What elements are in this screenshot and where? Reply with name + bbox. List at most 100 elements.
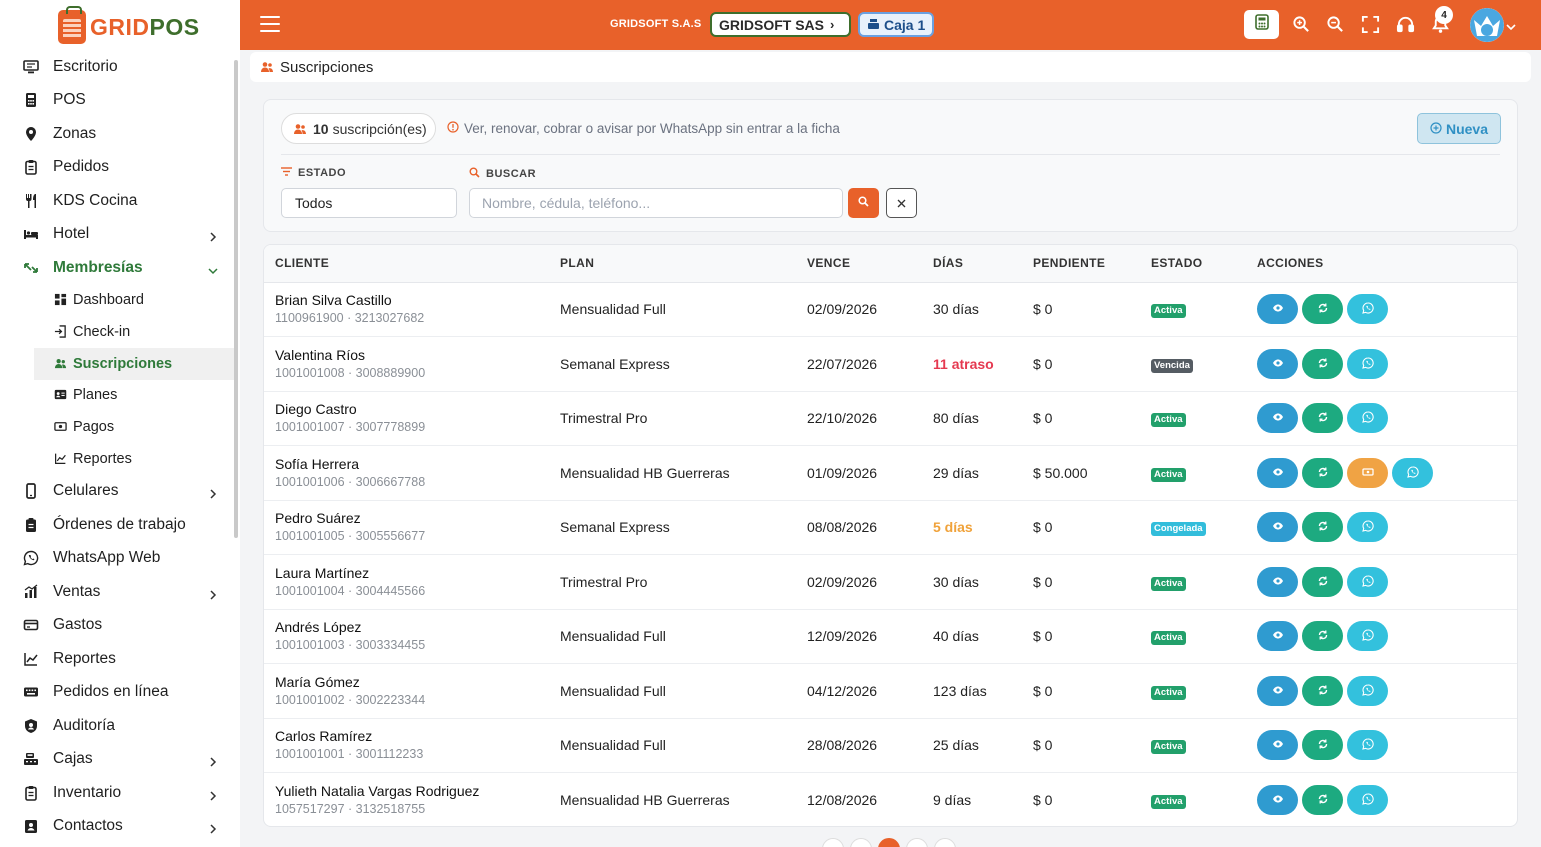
- sidebar-subitem-check-in[interactable]: Check-in: [0, 316, 236, 348]
- company-switch-button[interactable]: GRIDSOFT SAS ›: [710, 12, 851, 37]
- sidebar-item-membresias[interactable]: Membresías: [0, 251, 236, 285]
- whatsapp-button[interactable]: [1347, 621, 1388, 652]
- new-subscription-button[interactable]: Nueva: [1417, 113, 1501, 144]
- sidebar-subitem-suscripciones[interactable]: Suscripciones: [34, 347, 236, 380]
- whatsapp-button[interactable]: [1392, 457, 1433, 488]
- sidebar-item-hotel[interactable]: Hotel: [0, 218, 236, 252]
- view-button[interactable]: [1257, 294, 1298, 325]
- renew-button[interactable]: [1302, 730, 1343, 761]
- filter-icon: [281, 167, 292, 179]
- client-id-phone: 1100961900 · 3213027682: [275, 311, 425, 326]
- whatsapp-button[interactable]: [1347, 784, 1388, 815]
- renew-button[interactable]: [1302, 512, 1343, 543]
- sidebar-item-celulares[interactable]: Celulares: [0, 475, 236, 509]
- whatsapp-button[interactable]: [1347, 566, 1388, 597]
- cell-cliente: Brian Silva Castillo 1100961900 · 3213027…: [264, 282, 560, 337]
- filters-card: 10 suscripción(es) Ver, renovar, cobrar …: [263, 99, 1518, 232]
- header-estado[interactable]: ESTADO: [1151, 245, 1257, 283]
- sidebar: GRIDPOS Escritorio POS Zonas Pedidos KDS Coc…: [0, 0, 240, 847]
- arrows-icon: [22, 259, 40, 277]
- estado-select[interactable]: Todos: [281, 188, 457, 218]
- view-button[interactable]: [1257, 348, 1298, 379]
- sidebar-item-pedidos[interactable]: Pedidos: [0, 151, 236, 185]
- sidebar-item-whatsapp-web[interactable]: WhatsApp Web: [0, 542, 236, 576]
- cell-vence: 12/09/2026: [807, 628, 878, 645]
- sidebar-item-inventario[interactable]: Inventario: [0, 776, 236, 810]
- renew-button[interactable]: [1302, 403, 1343, 434]
- zoom-out-icon[interactable]: [1324, 13, 1346, 35]
- page-next-button[interactable]: [906, 838, 928, 847]
- user-avatar[interactable]: [1470, 8, 1504, 42]
- renew-button[interactable]: [1302, 675, 1343, 706]
- hint-label: Ver, renovar, cobrar o avisar por WhatsA…: [464, 121, 840, 136]
- renew-button[interactable]: [1302, 566, 1343, 597]
- status-badge: Activa: [1151, 794, 1186, 809]
- sidebar-item-ordenes-de-trabajo[interactable]: Órdenes de trabajo: [0, 508, 236, 542]
- view-button[interactable]: [1257, 675, 1298, 706]
- sidebar-subitem-dashboard[interactable]: Dashboard: [0, 285, 236, 317]
- search-button[interactable]: [848, 188, 879, 218]
- sidebar-item-pedidos-en-linea[interactable]: Pedidos en línea: [0, 676, 236, 710]
- page-prev-button[interactable]: [850, 838, 872, 847]
- header-cliente[interactable]: CLIENTE: [264, 245, 560, 283]
- zoom-in-icon[interactable]: [1290, 13, 1312, 35]
- charge-button[interactable]: [1347, 457, 1388, 488]
- sidebar-item-ventas[interactable]: Ventas: [0, 575, 236, 609]
- view-button[interactable]: [1257, 457, 1298, 488]
- header-plan[interactable]: PLAN: [560, 245, 807, 283]
- view-button[interactable]: [1257, 784, 1298, 815]
- renew-button[interactable]: [1302, 784, 1343, 815]
- sidebar-item-kds-cocina[interactable]: KDS Cocina: [0, 184, 236, 218]
- header-vence[interactable]: VENCE: [807, 245, 933, 283]
- sidebar-subitem-reportes[interactable]: Reportes: [0, 443, 236, 475]
- page-last-button[interactable]: [934, 838, 956, 847]
- header-pendiente[interactable]: PENDIENTE: [1033, 245, 1151, 283]
- page-first-button[interactable]: [822, 838, 844, 847]
- gridpos-logo[interactable]: GRIDPOS: [58, 6, 200, 46]
- client-id-phone: 1001001001 · 3001112233: [275, 747, 424, 762]
- renew-button[interactable]: [1302, 621, 1343, 652]
- whatsapp-button[interactable]: [1347, 348, 1388, 379]
- renew-button[interactable]: [1302, 348, 1343, 379]
- whatsapp-button[interactable]: [1347, 294, 1388, 325]
- sidebar-subitem-planes[interactable]: Planes: [0, 380, 236, 412]
- sidebar-item-reportes[interactable]: Reportes: [0, 642, 236, 676]
- sidebar-item-zonas[interactable]: Zonas: [0, 117, 236, 151]
- cell-plan: Semanal Express: [560, 355, 670, 372]
- header-dias[interactable]: DÍAS: [933, 245, 1033, 283]
- sidebar-item-escritorio[interactable]: Escritorio: [0, 50, 236, 84]
- view-button[interactable]: [1257, 403, 1298, 434]
- sidebar-item-cajas[interactable]: Cajas: [0, 743, 236, 777]
- cash-register-icon: [22, 750, 40, 768]
- whatsapp-icon: [1361, 301, 1374, 317]
- view-button[interactable]: [1257, 512, 1298, 543]
- whatsapp-button[interactable]: [1347, 730, 1388, 761]
- cell-pendiente: $ 0: [1033, 410, 1053, 427]
- whatsapp-button[interactable]: [1347, 403, 1388, 434]
- whatsapp-button[interactable]: [1347, 512, 1388, 543]
- sidebar-scrollbar[interactable]: [234, 60, 238, 538]
- sidebar-subitem-pagos[interactable]: Pagos: [0, 411, 236, 443]
- renew-button[interactable]: [1302, 294, 1343, 325]
- search-input[interactable]: [469, 188, 843, 218]
- view-button[interactable]: [1257, 621, 1298, 652]
- chevron-down-icon[interactable]: [1506, 19, 1516, 31]
- hamburger-menu-icon[interactable]: [260, 16, 280, 32]
- page-current-button[interactable]: [878, 838, 900, 847]
- sidebar-item-contactos[interactable]: Contactos: [0, 810, 236, 844]
- headset-support-icon[interactable]: [1394, 13, 1416, 35]
- view-button[interactable]: [1257, 730, 1298, 761]
- status-badge: Activa: [1151, 467, 1186, 482]
- sidebar-item-gastos[interactable]: Gastos: [0, 609, 236, 643]
- sidebar-item-pos[interactable]: POS: [0, 84, 236, 118]
- cell-plan: Semanal Express: [560, 519, 670, 536]
- caja-button[interactable]: Caja 1: [858, 12, 934, 37]
- whatsapp-button[interactable]: [1347, 675, 1388, 706]
- view-button[interactable]: [1257, 566, 1298, 597]
- renew-button[interactable]: [1302, 457, 1343, 488]
- fullscreen-icon[interactable]: [1359, 13, 1381, 35]
- eye-icon: [1272, 792, 1284, 808]
- clear-search-button[interactable]: [886, 188, 917, 218]
- calculator-button[interactable]: [1244, 10, 1279, 39]
- sidebar-item-auditoria[interactable]: Auditoría: [0, 709, 236, 743]
